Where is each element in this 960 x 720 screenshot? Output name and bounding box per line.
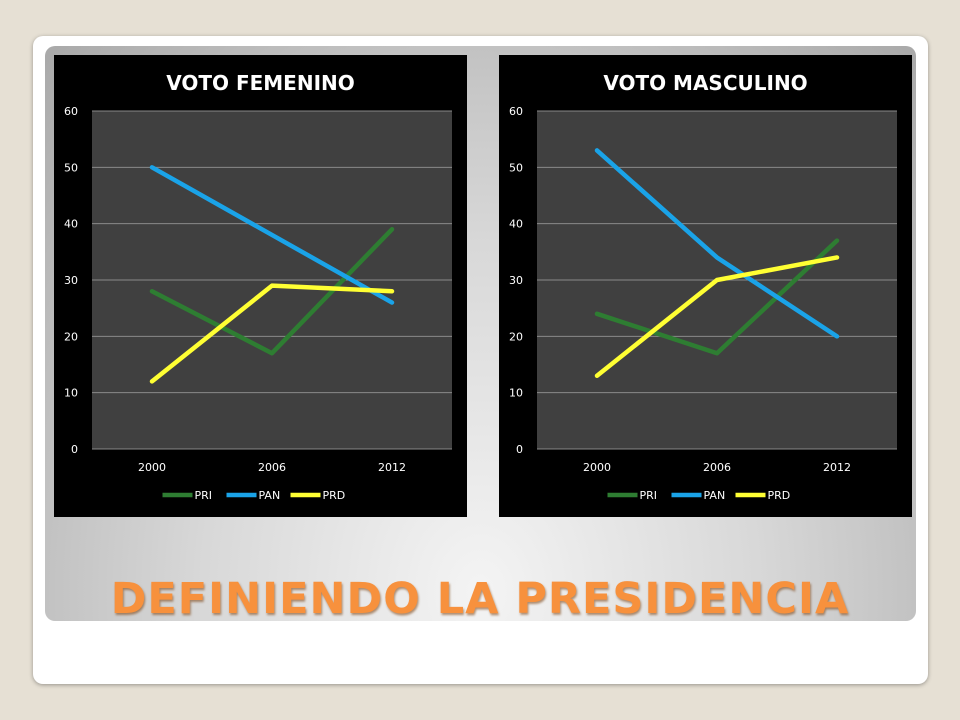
chart-voto-femenino: VOTO FEMENINO 0 10 20 30 40 50 60 2000 2006 2012 PR…: [54, 55, 467, 517]
series-line-prd: [594, 255, 840, 379]
y-tick-label: 60: [509, 105, 523, 118]
x-tick-label: 2000: [583, 461, 611, 474]
y-tick-label: 40: [64, 218, 78, 231]
chart-svg: VOTO MASCULINO 0 10 20 30 40 50 60 2000 2006 2012 P…: [509, 71, 897, 502]
y-tick-label: 10: [64, 387, 78, 400]
x-tick-label: 2006: [258, 461, 286, 474]
y-tick-label: 40: [509, 218, 523, 231]
y-tick-label: 50: [509, 161, 523, 174]
series-line-prd: [149, 283, 395, 384]
slide-title: DEFINIENDO LA PRESIDENCIA: [110, 574, 850, 624]
series-line-pri: [149, 227, 395, 356]
y-tick-label: 20: [509, 330, 523, 343]
series-line-pri: [594, 238, 840, 356]
legend-label-pri: PRI: [640, 489, 658, 502]
y-tick-label: 0: [516, 443, 523, 456]
series-line-pan: [594, 148, 840, 339]
x-tick-label: 2012: [378, 461, 406, 474]
y-tick-label: 50: [64, 161, 78, 174]
y-tick-label: 60: [64, 105, 78, 118]
legend-label-prd: PRD: [323, 489, 346, 502]
chart-voto-masculino: VOTO MASCULINO 0 10 20 30 40 50 60 2000 2006 2012 P…: [499, 55, 912, 517]
legend-label-pan: PAN: [259, 489, 281, 502]
legend-label-prd: PRD: [768, 489, 791, 502]
legend-label-pri: PRI: [195, 489, 213, 502]
x-tick-label: 2012: [823, 461, 851, 474]
chart-svg: VOTO FEMENINO 0 10 20 30 40 50 60 2000 2006 2012 PR…: [64, 71, 452, 502]
chart-title: VOTO FEMENINO: [166, 71, 355, 95]
legend-label-pan: PAN: [704, 489, 726, 502]
x-tick-label: 2000: [138, 461, 166, 474]
series-line-pan: [149, 165, 395, 305]
y-tick-label: 20: [64, 330, 78, 343]
y-tick-label: 0: [71, 443, 78, 456]
chart-title: VOTO MASCULINO: [603, 71, 807, 95]
y-tick-label: 10: [509, 387, 523, 400]
y-tick-label: 30: [509, 274, 523, 287]
x-tick-label: 2006: [703, 461, 731, 474]
y-tick-label: 30: [64, 274, 78, 287]
